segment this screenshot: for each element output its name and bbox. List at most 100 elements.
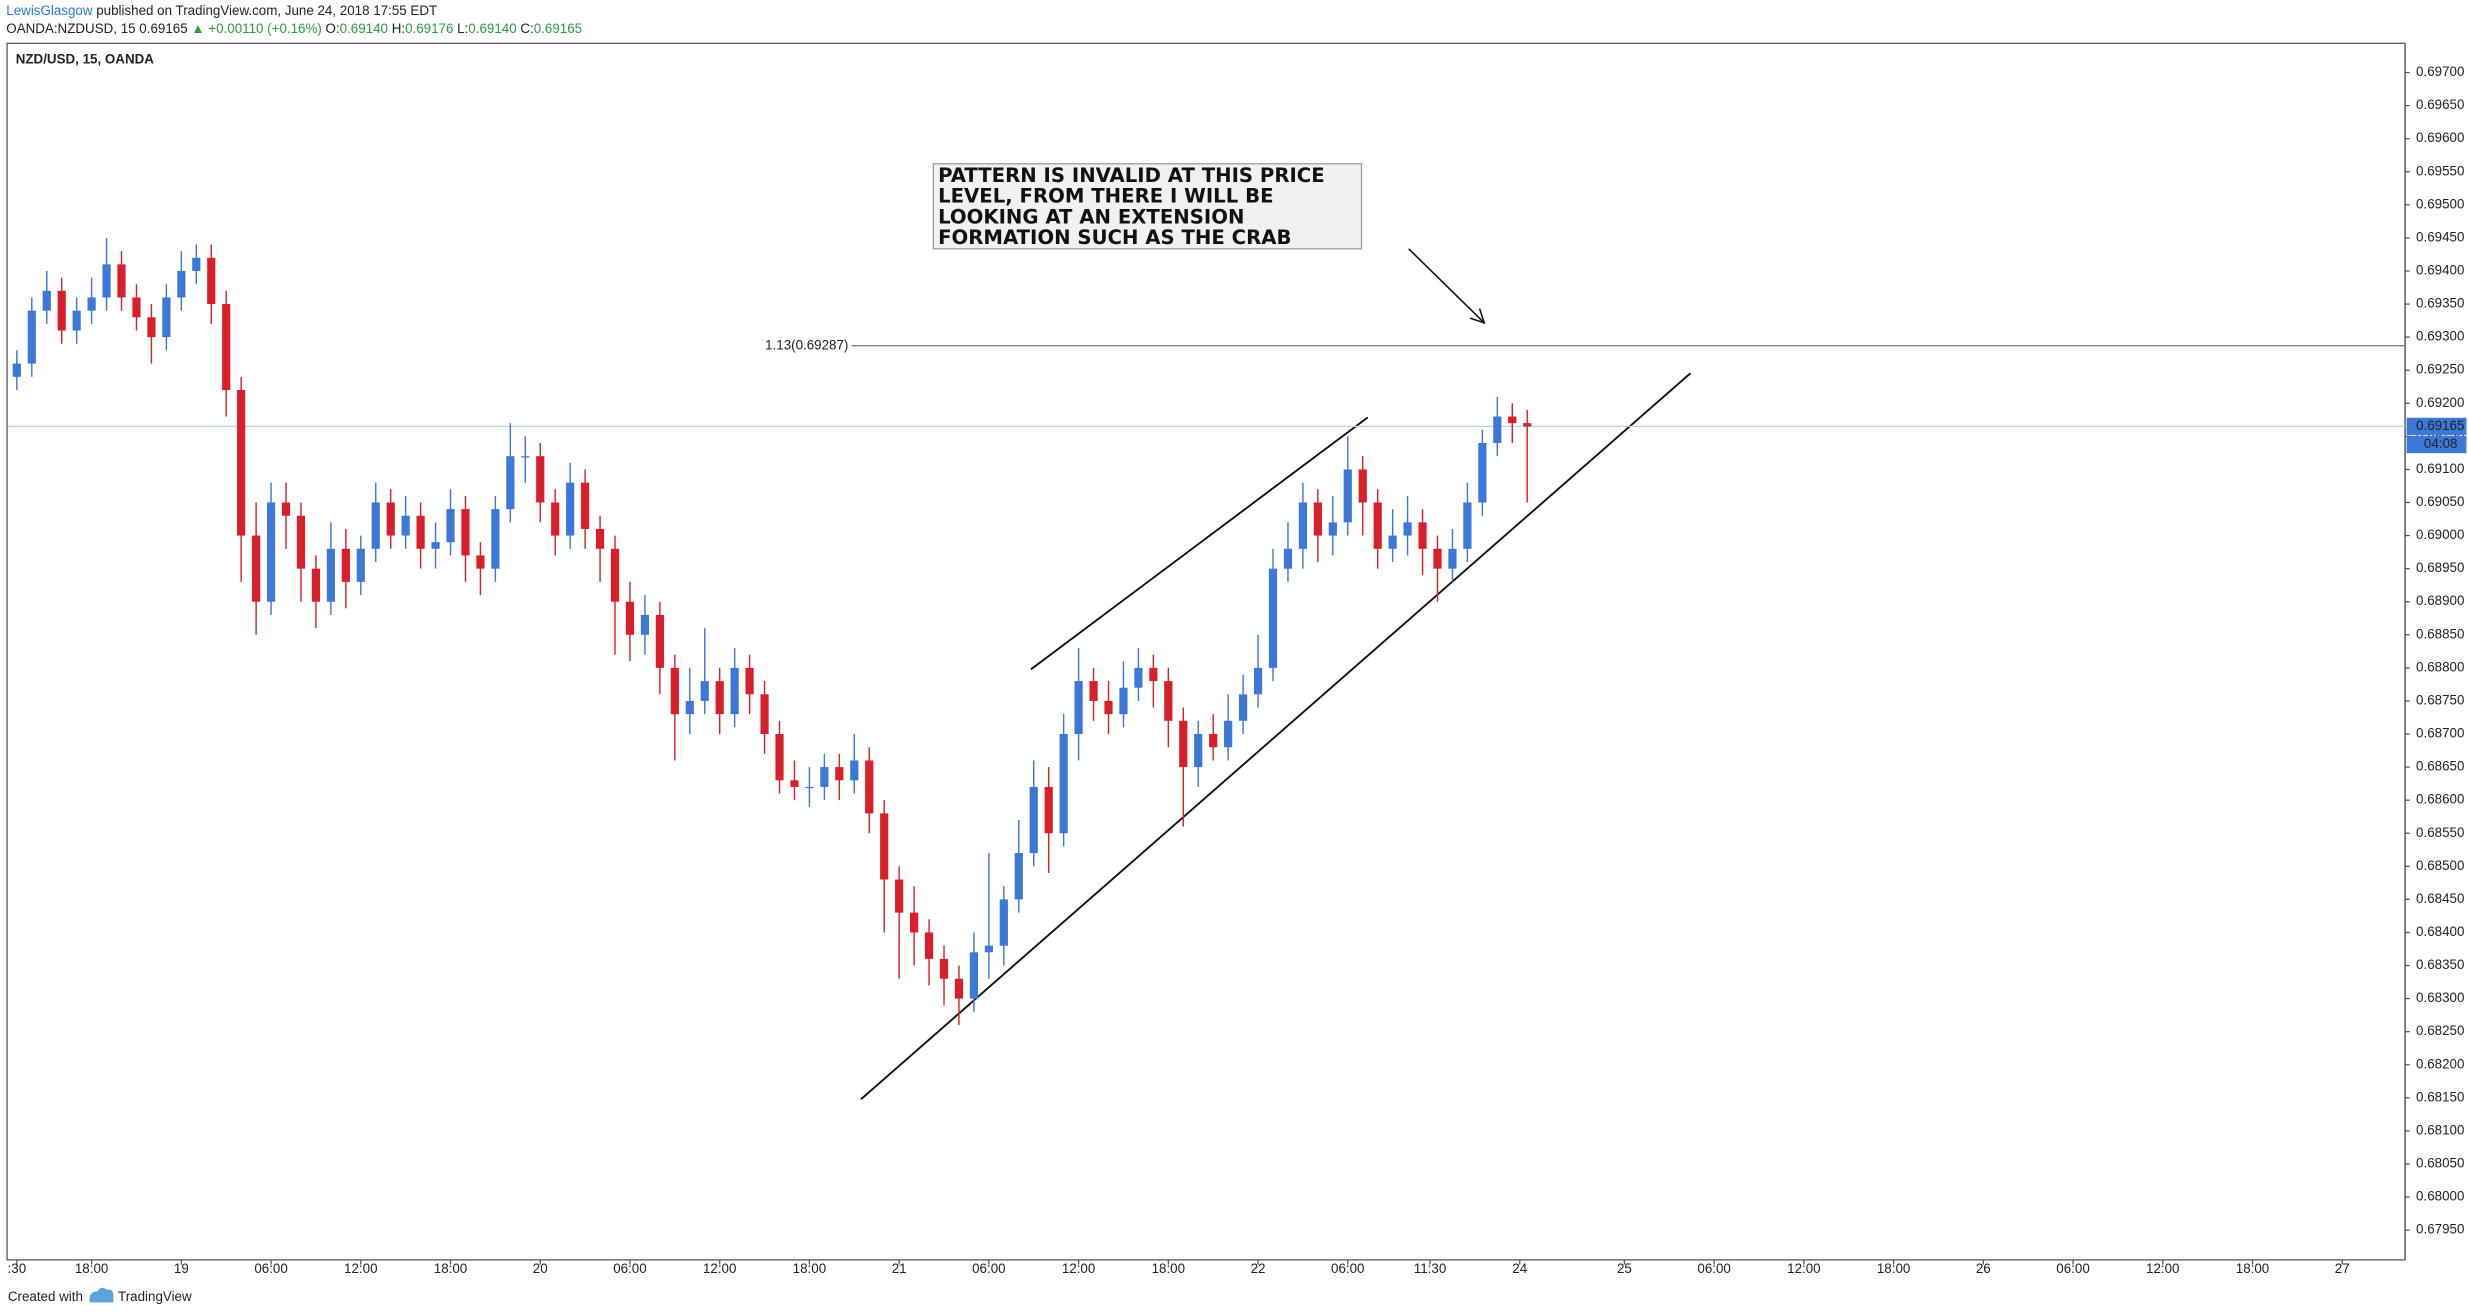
- x-tick-label: 06:00: [2056, 1261, 2089, 1276]
- candles: [12, 237, 1532, 1026]
- x-tick-label: 06:00: [613, 1261, 646, 1276]
- x-tick-label: 22: [1251, 1261, 1266, 1276]
- candle-body: [356, 548, 365, 582]
- x-tick-label: 18:00: [1877, 1261, 1910, 1276]
- candle-body: [625, 601, 635, 635]
- candle-body: [1268, 568, 1278, 668]
- x-tick-label: 24: [1512, 1261, 1527, 1276]
- x-tick-label: 12:00: [2146, 1261, 2179, 1276]
- drawings: [860, 163, 1692, 1100]
- candle-body: [1224, 720, 1233, 748]
- annotation-line: PATTERN IS INVALID AT THIS PRICE: [938, 164, 1325, 187]
- candle-body: [700, 681, 709, 701]
- annotation-line: LEVEL, FROM THERE I WILL BE: [938, 185, 1273, 208]
- candle-body: [670, 667, 679, 715]
- candle-body: [521, 456, 530, 458]
- candle-body: [117, 264, 126, 298]
- annotation-box[interactable]: [932, 163, 1363, 250]
- y-tick-label: 0.68250: [2416, 1023, 2464, 1038]
- candle-body: [745, 667, 754, 695]
- y-tick-label: 0.69350: [2416, 296, 2464, 311]
- y-tick-label: 0.68900: [2416, 593, 2464, 608]
- candle-body: [222, 304, 231, 391]
- y-tick-label: 0.68950: [2416, 560, 2464, 575]
- candle-body: [87, 297, 96, 311]
- candle-body: [27, 310, 36, 364]
- candle-body: [910, 912, 919, 933]
- candle-body: [132, 297, 141, 318]
- candle-body: [102, 264, 111, 298]
- y-tick-label: 0.69650: [2416, 97, 2464, 112]
- lower-trend-line[interactable]: [860, 372, 1692, 1100]
- candle-body: [1523, 423, 1532, 427]
- y-tick-label: 0.69500: [2416, 196, 2464, 211]
- candle-body: [1418, 522, 1427, 549]
- ohlc-line: OANDA:NZDUSD, 15 0.69165 ▲ +0.00110 (+0.…: [6, 21, 582, 36]
- header-line: LewisGlasgow published on TradingView.co…: [6, 3, 437, 18]
- y-tick-label: 0.69200: [2416, 395, 2464, 410]
- candle-body: [1358, 469, 1367, 503]
- l-value: 0.69140: [468, 21, 516, 36]
- candle-body: [984, 945, 993, 953]
- candle-body: [416, 515, 425, 549]
- candle-body: [1253, 667, 1263, 695]
- candle-body: [57, 290, 66, 331]
- candle-body: [371, 502, 380, 549]
- candle-body: [1164, 681, 1173, 721]
- y-tick-label: 0.69100: [2416, 461, 2464, 476]
- y-tick-label: 0.68100: [2416, 1122, 2464, 1137]
- y-tick-label: 0.68650: [2416, 759, 2464, 774]
- candle-body: [536, 456, 545, 503]
- y-tick-label: 0.68750: [2416, 692, 2464, 707]
- x-tick-label: 11:30: [1414, 1261, 1446, 1276]
- candle-body: [969, 952, 979, 999]
- c-label: C:: [520, 21, 533, 36]
- candle-body: [595, 528, 605, 549]
- candle-body: [1388, 535, 1397, 549]
- candle-body: [1343, 469, 1352, 523]
- x-tick-label: 18:00: [75, 1261, 108, 1276]
- candle-body: [147, 317, 156, 338]
- candle-body: [1194, 734, 1203, 768]
- o-value: 0.69140: [340, 21, 388, 36]
- x-tick-label: :30: [8, 1261, 27, 1276]
- y-tick-label: 0.69400: [2416, 263, 2464, 278]
- x-tick-label: 27: [2335, 1261, 2350, 1276]
- y-tick-label: 0.68850: [2416, 626, 2464, 641]
- arrow-shaft: [1408, 248, 1484, 322]
- footer-brand[interactable]: TradingView: [118, 1289, 192, 1304]
- x-tick-label: 06:00: [1331, 1261, 1364, 1276]
- candle-body: [72, 310, 81, 331]
- x-tick-label: 20: [533, 1261, 548, 1276]
- candle-body: [281, 502, 291, 516]
- last-price-badge: [2406, 417, 2467, 436]
- annotation-line: LOOKING AT AN EXTENSION: [938, 205, 1244, 228]
- candle-body: [1059, 734, 1068, 834]
- o-label: O:: [326, 21, 340, 36]
- l-label: L:: [457, 21, 468, 36]
- author-link[interactable]: LewisGlasgow: [6, 3, 93, 18]
- candle-body: [401, 515, 410, 536]
- x-tick-label: 19: [174, 1261, 189, 1276]
- x-tick-label: 18:00: [1152, 1261, 1185, 1276]
- candle-body: [1179, 720, 1188, 768]
- y-tick-label: 0.69250: [2416, 362, 2464, 377]
- x-tick-label: 06:00: [254, 1261, 287, 1276]
- candle-body: [730, 667, 739, 715]
- candle-body: [685, 700, 694, 715]
- footer-created: Created with: [8, 1289, 83, 1304]
- candle-body: [1403, 522, 1412, 536]
- change: ▲ +0.00110 (+0.16%): [191, 21, 321, 36]
- last-price-label: 0.69165: [2416, 418, 2464, 433]
- y-tick-label: 0.68550: [2416, 825, 2464, 840]
- candle-body: [506, 456, 515, 510]
- candle-body: [1298, 502, 1308, 549]
- candle-body: [207, 257, 216, 305]
- candle-body: [1283, 548, 1293, 569]
- c-value: 0.69165: [534, 21, 582, 36]
- candle-body: [1328, 522, 1337, 536]
- upper-trend-line[interactable]: [1030, 416, 1369, 671]
- candle-body: [1074, 681, 1083, 735]
- candle-body: [954, 978, 964, 999]
